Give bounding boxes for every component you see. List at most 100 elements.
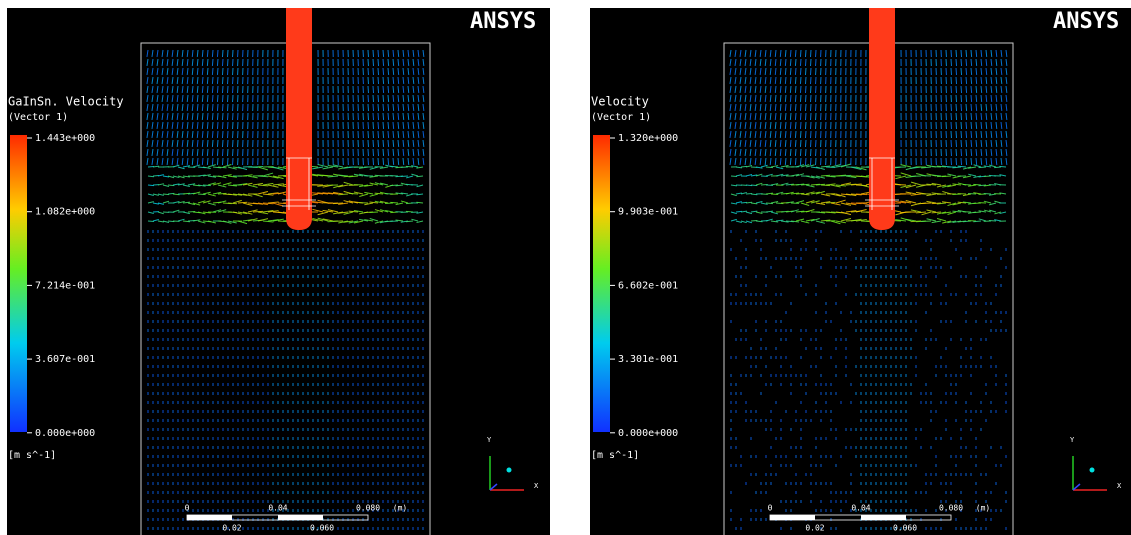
- colorbar-tick-label: 0.000e+000: [35, 428, 95, 439]
- velocity-vector: [995, 103, 998, 112]
- velocity-vector: [764, 121, 767, 130]
- velocity-vector: [211, 130, 214, 139]
- velocity-vector: [390, 201, 399, 204]
- velocity-vector: [272, 202, 284, 207]
- velocity-vector: [815, 220, 826, 224]
- velocity-vector: [377, 139, 380, 148]
- velocity-vector: [372, 76, 375, 85]
- velocity-vector: [1000, 121, 1003, 130]
- velocity-vector: [980, 148, 983, 157]
- velocity-vector: [181, 121, 184, 130]
- velocity-vector: [805, 200, 815, 204]
- velocity-vector: [926, 183, 937, 186]
- velocity-vector: [377, 67, 380, 76]
- velocity-vector: [157, 193, 164, 196]
- velocity-vector: [221, 94, 224, 103]
- velocity-vector: [397, 112, 400, 121]
- velocity-vector: [825, 166, 836, 169]
- velocity-vector: [161, 130, 164, 139]
- velocity-vector: [416, 184, 424, 188]
- velocity-vector: [221, 139, 224, 148]
- velocity-vector: [176, 157, 179, 166]
- velocity-vector: [182, 201, 191, 204]
- velocity-vector: [147, 184, 155, 187]
- velocity-vector: [749, 58, 752, 67]
- scale-label: (m): [976, 504, 990, 513]
- velocity-vector: [794, 148, 797, 157]
- velocity-vector: [422, 121, 425, 130]
- velocity-vector: [201, 58, 204, 67]
- velocity-vector: [338, 174, 349, 177]
- velocity-vector: [227, 193, 237, 196]
- velocity-vector: [855, 219, 867, 222]
- velocity-vector: [995, 76, 998, 85]
- velocity-vector: [995, 94, 998, 103]
- velocity-vector: [745, 165, 753, 168]
- velocity-vector: [247, 184, 258, 188]
- velocity-vector: [739, 49, 742, 58]
- velocity-vector: [744, 121, 747, 130]
- velocity-vector: [162, 184, 170, 188]
- velocity-vector: [936, 184, 947, 188]
- velocity-vector: [407, 49, 410, 58]
- velocity-vector: [749, 103, 752, 112]
- velocity-vector: [779, 94, 782, 103]
- velocity-vector: [957, 201, 967, 204]
- velocity-vector: [417, 76, 420, 85]
- velocity-vector: [211, 67, 214, 76]
- velocity-vector: [754, 67, 757, 76]
- velocity-vector: [201, 121, 204, 130]
- velocity-vector: [221, 121, 224, 130]
- velocity-vector: [317, 192, 329, 195]
- velocity-vector: [910, 209, 922, 213]
- velocity-vector: [804, 76, 807, 85]
- velocity-vector: [800, 220, 810, 224]
- velocity-vector: [161, 85, 164, 94]
- velocity-vector: [980, 85, 983, 94]
- velocity-vector: [765, 210, 774, 213]
- velocity-vector: [166, 139, 169, 148]
- velocity-vector: [770, 165, 779, 168]
- velocity-vector: [895, 183, 907, 186]
- velocity-vector: [262, 182, 274, 186]
- velocity-vector: [157, 202, 164, 205]
- velocity-vector: [973, 183, 982, 186]
- velocity-vector: [217, 200, 227, 204]
- velocity-vector: [422, 157, 425, 166]
- velocity-vector: [161, 58, 164, 67]
- velocity-vector: [392, 103, 395, 112]
- velocity-vector: [955, 139, 958, 148]
- velocity-vector: [744, 130, 747, 139]
- velocity-vector: [161, 49, 164, 58]
- velocity-vector: [242, 182, 253, 186]
- velocity-vector: [990, 85, 993, 94]
- velocity-vector: [955, 112, 958, 121]
- velocity-vector: [962, 175, 972, 179]
- velocity-vector: [242, 193, 253, 197]
- velocity-vector: [965, 67, 968, 76]
- velocity-vector: [895, 200, 907, 204]
- velocity-vector: [390, 184, 399, 187]
- velocity-vector: [151, 148, 154, 156]
- velocity-vector: [211, 76, 214, 85]
- velocity-vector: [973, 211, 982, 214]
- velocity-vector: [764, 94, 767, 103]
- velocity-vector: [353, 209, 364, 213]
- velocity-vector: [835, 220, 846, 224]
- velocity-vector: [353, 220, 364, 224]
- velocity-vector: [359, 218, 369, 222]
- velocity-vector: [931, 182, 942, 186]
- velocity-vector: [382, 112, 385, 121]
- legend-title: Velocity: [591, 95, 649, 109]
- velocity-vector: [980, 130, 983, 139]
- velocity-vector: [222, 220, 232, 224]
- velocity-vector: [146, 157, 149, 165]
- velocity-vector: [1005, 121, 1008, 130]
- velocity-vector: [151, 121, 154, 129]
- velocity-vector: [759, 85, 762, 94]
- velocity-vector: [800, 164, 810, 168]
- velocity-vector: [374, 182, 384, 186]
- velocity-vector: [830, 220, 841, 225]
- velocity-vector: [750, 174, 758, 177]
- velocity-vector: [206, 103, 209, 112]
